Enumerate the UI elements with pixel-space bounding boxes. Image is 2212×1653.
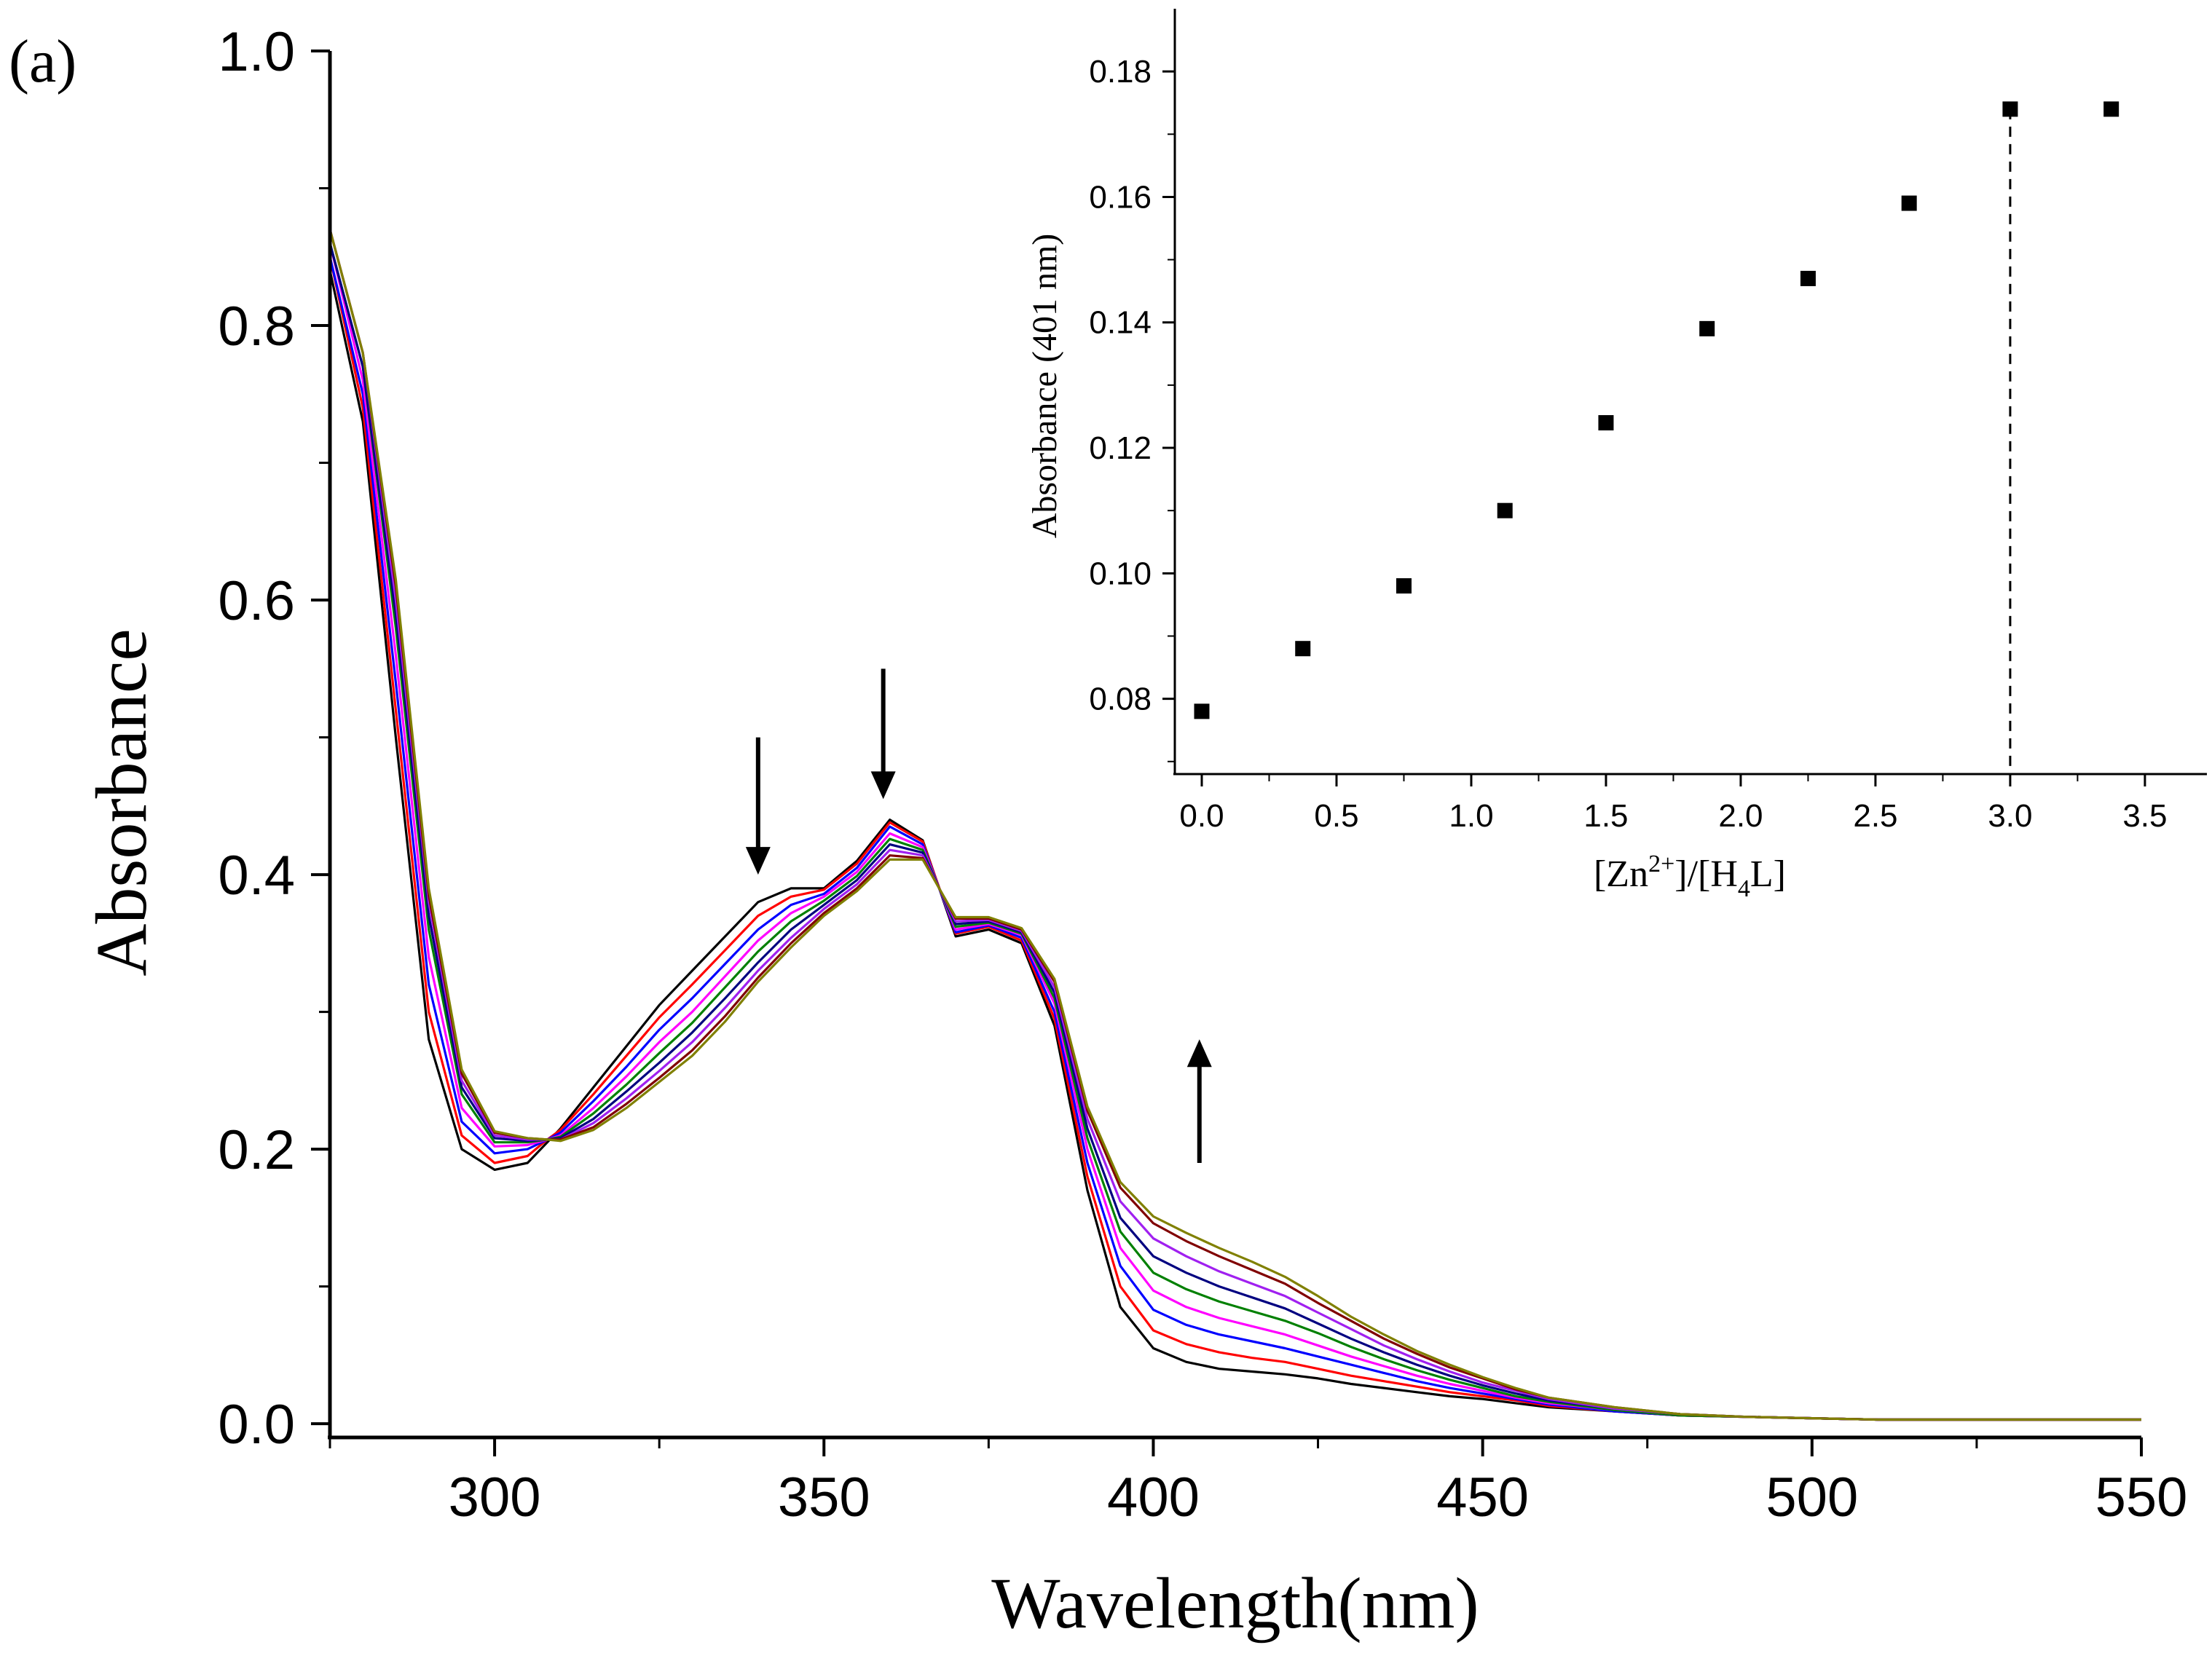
main-chart: 300 350 400 450 500 550 0.0 0.2 0.4 0.6 0.8 1.0 Wav… (81, 21, 2187, 1644)
spectrum-line-2 (328, 256, 2141, 1421)
inset-point (1396, 578, 1412, 594)
inset-point (1699, 320, 1715, 336)
inset-point (1497, 502, 1513, 518)
spectrum-line-1 (328, 256, 2141, 1421)
main-y-tick-label: 1.0 (218, 21, 295, 83)
inset-y-tick-label: 0.14 (1089, 305, 1152, 341)
main-tick-labels: 300 350 400 450 500 550 0.0 0.2 0.4 0.6 0.8 1.0 (218, 21, 2187, 1528)
inset-y-tick-label: 0.10 (1089, 556, 1152, 591)
inset-tick-labels: 0.0 0.5 1.0 1.5 2.0 2.5 3.0 3.5 0.08 0.10 0.12 0.14… (1089, 54, 2167, 834)
main-arrows (745, 668, 1212, 1163)
inset-point (1598, 415, 1614, 431)
main-x-tick-label: 400 (1107, 1467, 1200, 1528)
inset-y-tick-label: 0.08 (1089, 682, 1152, 717)
main-ticks (311, 50, 2143, 1456)
panel-label: (a) (9, 28, 76, 95)
inset-x-tick-label: 3.0 (1988, 798, 2032, 834)
inset-point (2002, 101, 2018, 117)
inset-y-axis-label: Absorbance (401 nm) (1026, 234, 1064, 539)
inset-x-tick-label: 3.5 (2122, 798, 2167, 834)
inset-point (2103, 101, 2119, 117)
inset-point (1295, 641, 1311, 657)
main-y-tick-label: 0.2 (218, 1119, 295, 1181)
arrow-down-1 (870, 668, 896, 800)
inset-x-tick-label: 1.5 (1583, 798, 1628, 834)
main-y-tick-label: 0.4 (218, 845, 295, 907)
inset-point (1800, 270, 1816, 286)
inset-point (1194, 703, 1210, 719)
inset-x-tick-label: 2.5 (1853, 798, 1897, 834)
inset-chart: 0.0 0.5 1.0 1.5 2.0 2.5 3.0 3.5 0.08 0.10 0.12 0.14… (1026, 9, 2207, 902)
inset-x-tick-label: 1.0 (1449, 798, 1493, 834)
main-y-tick-label: 0.8 (218, 296, 295, 358)
inset-y-tick-label: 0.18 (1089, 54, 1152, 90)
inset-x-tick-label: 0.0 (1179, 798, 1224, 834)
main-x-tick-label: 300 (449, 1467, 541, 1528)
main-x-tick-label: 550 (2095, 1467, 2188, 1528)
inset-points (1194, 101, 2119, 719)
inset-x-tick-label: 2.0 (1718, 798, 1763, 834)
inset-ticks (1162, 70, 2146, 786)
inset-point (1901, 195, 1917, 211)
main-y-tick-label: 0.0 (218, 1394, 295, 1456)
main-x-tick-label: 350 (778, 1467, 870, 1528)
arrow-down-0 (745, 737, 771, 875)
arrow-up-2 (1186, 1039, 1212, 1163)
main-y-tick-label: 0.6 (218, 570, 295, 632)
main-x-tick-label: 500 (1766, 1467, 1858, 1528)
inset-y-tick-label: 0.12 (1089, 430, 1152, 466)
main-y-axis-label: Absorbance (81, 628, 162, 977)
inset-x-tick-label: 0.5 (1314, 798, 1358, 834)
main-x-tick-label: 450 (1436, 1467, 1529, 1528)
spectrum-line-8 (328, 229, 2141, 1421)
inset-y-tick-label: 0.16 (1089, 179, 1152, 215)
main-spectra (328, 229, 2141, 1421)
inset-x-axis-label: [Zn2+]/[H4L] (1594, 851, 1786, 902)
spectrum-line-0 (328, 270, 2141, 1421)
main-x-axis-label: Wavelength(nm) (991, 1563, 1479, 1644)
